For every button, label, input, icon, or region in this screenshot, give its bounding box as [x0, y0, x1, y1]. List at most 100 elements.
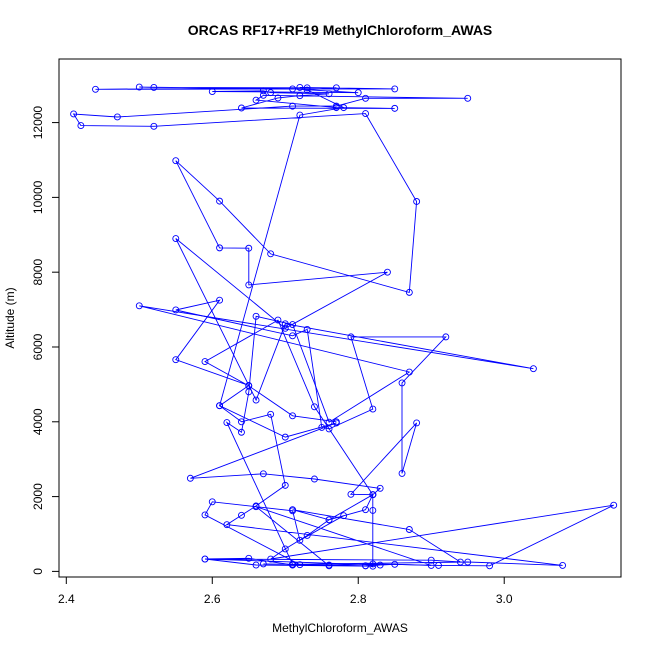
data-point — [405, 526, 413, 533]
data-point — [391, 560, 399, 568]
data-point — [70, 110, 78, 118]
data-point — [559, 561, 567, 569]
data-point — [267, 250, 275, 258]
data-point — [311, 403, 318, 411]
data-point — [332, 104, 340, 112]
data-point — [201, 555, 209, 563]
data-point — [311, 475, 318, 483]
series-line-rf19 — [72, 86, 563, 567]
data-point — [435, 561, 442, 569]
data-point — [325, 90, 333, 98]
data-point — [281, 481, 289, 489]
data-point — [259, 91, 267, 99]
data-point — [376, 484, 384, 492]
data-point — [325, 562, 333, 570]
data-point — [201, 511, 209, 519]
data-point — [296, 83, 304, 91]
data-point — [405, 288, 413, 296]
data-point — [281, 433, 289, 441]
data-point — [303, 86, 311, 94]
data-point — [369, 506, 377, 514]
data-point — [238, 104, 245, 112]
data-point — [610, 501, 618, 509]
data-point — [252, 561, 260, 569]
data-point — [216, 244, 224, 252]
data-point — [354, 89, 362, 97]
data-point — [252, 502, 260, 510]
x-tick-label: 2.8 — [350, 592, 367, 606]
y-tick-label: 4000 — [31, 408, 45, 435]
data-point — [529, 365, 537, 373]
data-point — [289, 85, 297, 93]
data-point — [267, 410, 275, 418]
data-point — [172, 356, 180, 364]
data-point — [332, 84, 340, 92]
x-axis-label: MethylChloroform_AWAS — [272, 621, 408, 635]
data-point — [172, 235, 180, 242]
data-point — [135, 302, 143, 310]
data-point — [216, 296, 224, 304]
data-point — [245, 281, 253, 289]
data-point — [208, 88, 216, 95]
data-point — [245, 388, 253, 396]
data-point — [267, 89, 275, 97]
x-tick-label: 2.4 — [58, 592, 75, 606]
y-tick-label: 8000 — [31, 259, 45, 286]
data-point — [281, 545, 289, 553]
data-point — [362, 110, 369, 118]
data-point — [383, 268, 391, 276]
y-tick-label: 2000 — [31, 483, 45, 510]
data-point — [340, 512, 348, 520]
data-point — [172, 157, 180, 165]
data-point — [289, 102, 297, 110]
data-point — [362, 94, 369, 102]
y-tick-label: 6000 — [31, 333, 45, 360]
data-point — [340, 104, 348, 112]
data-point — [464, 558, 472, 566]
y-axis: 0 2000 4000 6000 8000 10000 12000 — [31, 106, 60, 575]
x-tick-label: 3.0 — [496, 592, 513, 606]
data-point — [245, 554, 253, 562]
data-point — [223, 419, 231, 426]
data-point — [92, 85, 99, 93]
data-point — [77, 122, 85, 130]
data-point — [325, 418, 333, 426]
data-point — [252, 396, 260, 404]
data-point — [289, 332, 297, 340]
data-point — [325, 425, 333, 433]
data-point — [318, 423, 326, 431]
series-group — [70, 83, 618, 570]
data-point — [113, 113, 121, 121]
data-point — [150, 83, 158, 91]
x-axis: 2.4 2.6 2.8 3.0 — [58, 576, 513, 606]
data-point — [303, 84, 311, 92]
data-point — [289, 507, 297, 515]
data-point — [289, 560, 297, 568]
data-point — [398, 469, 406, 477]
data-point — [208, 498, 216, 506]
data-point — [238, 511, 245, 519]
data-point — [362, 562, 369, 570]
data-point — [259, 560, 267, 568]
data-point — [245, 244, 253, 252]
data-point — [252, 96, 260, 104]
data-point — [362, 506, 369, 514]
data-point — [216, 402, 224, 410]
data-point — [186, 474, 194, 482]
data-point — [267, 555, 275, 563]
data-point — [289, 412, 297, 420]
y-tick-label: 0 — [31, 568, 45, 575]
data-point — [296, 536, 304, 544]
data-point — [216, 197, 224, 205]
data-point — [427, 556, 435, 564]
data-point — [238, 418, 245, 426]
data-point — [391, 85, 399, 93]
data-point — [135, 83, 143, 91]
data-point — [413, 198, 421, 205]
data-point — [201, 358, 209, 366]
data-point — [369, 405, 377, 413]
data-point — [332, 418, 340, 426]
data-point — [289, 321, 297, 328]
